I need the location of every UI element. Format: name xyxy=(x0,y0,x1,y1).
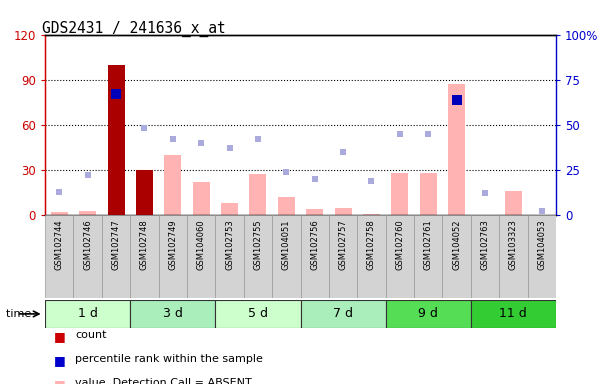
Bar xyxy=(471,300,556,328)
Text: GSM102749: GSM102749 xyxy=(168,219,177,270)
Bar xyxy=(329,215,357,298)
Text: GSM102756: GSM102756 xyxy=(310,219,319,270)
Text: GSM104051: GSM104051 xyxy=(282,219,291,270)
Bar xyxy=(363,214,380,215)
Text: ■: ■ xyxy=(54,378,66,384)
Text: GSM102753: GSM102753 xyxy=(225,219,234,270)
Bar xyxy=(300,300,386,328)
Text: GSM104053: GSM104053 xyxy=(537,219,546,270)
Bar xyxy=(45,215,73,298)
Bar xyxy=(136,170,153,215)
Bar xyxy=(505,191,522,215)
Bar xyxy=(499,215,528,298)
Text: GSM102763: GSM102763 xyxy=(480,219,489,270)
Bar xyxy=(386,215,414,298)
Text: value, Detection Call = ABSENT: value, Detection Call = ABSENT xyxy=(75,378,252,384)
Text: GSM102755: GSM102755 xyxy=(254,219,263,270)
Bar xyxy=(306,209,323,215)
Bar xyxy=(244,215,272,298)
Bar xyxy=(73,215,102,298)
Text: GSM102746: GSM102746 xyxy=(83,219,92,270)
Text: GSM102757: GSM102757 xyxy=(338,219,347,270)
Text: GSM102744: GSM102744 xyxy=(55,219,64,270)
Text: 11 d: 11 d xyxy=(499,308,527,320)
Bar xyxy=(159,215,187,298)
Bar xyxy=(300,215,329,298)
Text: GDS2431 / 241636_x_at: GDS2431 / 241636_x_at xyxy=(42,21,226,37)
Text: 7 d: 7 d xyxy=(333,308,353,320)
Bar xyxy=(414,215,442,298)
Bar xyxy=(108,65,124,215)
Text: GSM103323: GSM103323 xyxy=(509,219,518,270)
Bar xyxy=(419,173,437,215)
Bar xyxy=(335,207,352,215)
Text: GSM102761: GSM102761 xyxy=(424,219,433,270)
Bar xyxy=(102,215,130,298)
Bar xyxy=(215,300,300,328)
Bar xyxy=(187,215,215,298)
Bar xyxy=(448,84,465,215)
Bar xyxy=(130,215,159,298)
Bar xyxy=(528,215,556,298)
Bar xyxy=(215,215,244,298)
Text: GSM102747: GSM102747 xyxy=(112,219,121,270)
Text: 9 d: 9 d xyxy=(418,308,438,320)
Text: GSM102760: GSM102760 xyxy=(395,219,404,270)
Text: GSM104060: GSM104060 xyxy=(197,219,206,270)
Text: 1 d: 1 d xyxy=(78,308,97,320)
Text: 5 d: 5 d xyxy=(248,308,268,320)
Bar xyxy=(278,197,295,215)
Bar xyxy=(50,212,68,215)
Text: percentile rank within the sample: percentile rank within the sample xyxy=(75,354,263,364)
Bar xyxy=(471,215,499,298)
Bar xyxy=(391,173,408,215)
Text: 3 d: 3 d xyxy=(163,308,183,320)
Text: GSM104052: GSM104052 xyxy=(452,219,461,270)
Text: ■: ■ xyxy=(54,354,66,367)
Bar xyxy=(272,215,300,298)
Bar xyxy=(386,300,471,328)
Bar xyxy=(79,210,96,215)
Bar xyxy=(357,215,386,298)
Text: ■: ■ xyxy=(54,330,66,343)
Bar xyxy=(164,155,182,215)
Bar xyxy=(249,174,266,215)
Bar xyxy=(221,203,238,215)
Bar xyxy=(130,300,215,328)
Bar xyxy=(193,182,210,215)
Text: count: count xyxy=(75,330,106,340)
Bar xyxy=(45,300,130,328)
Bar xyxy=(136,170,153,215)
Bar xyxy=(442,215,471,298)
Text: GSM102748: GSM102748 xyxy=(140,219,149,270)
Text: time: time xyxy=(6,309,35,319)
Text: GSM102758: GSM102758 xyxy=(367,219,376,270)
